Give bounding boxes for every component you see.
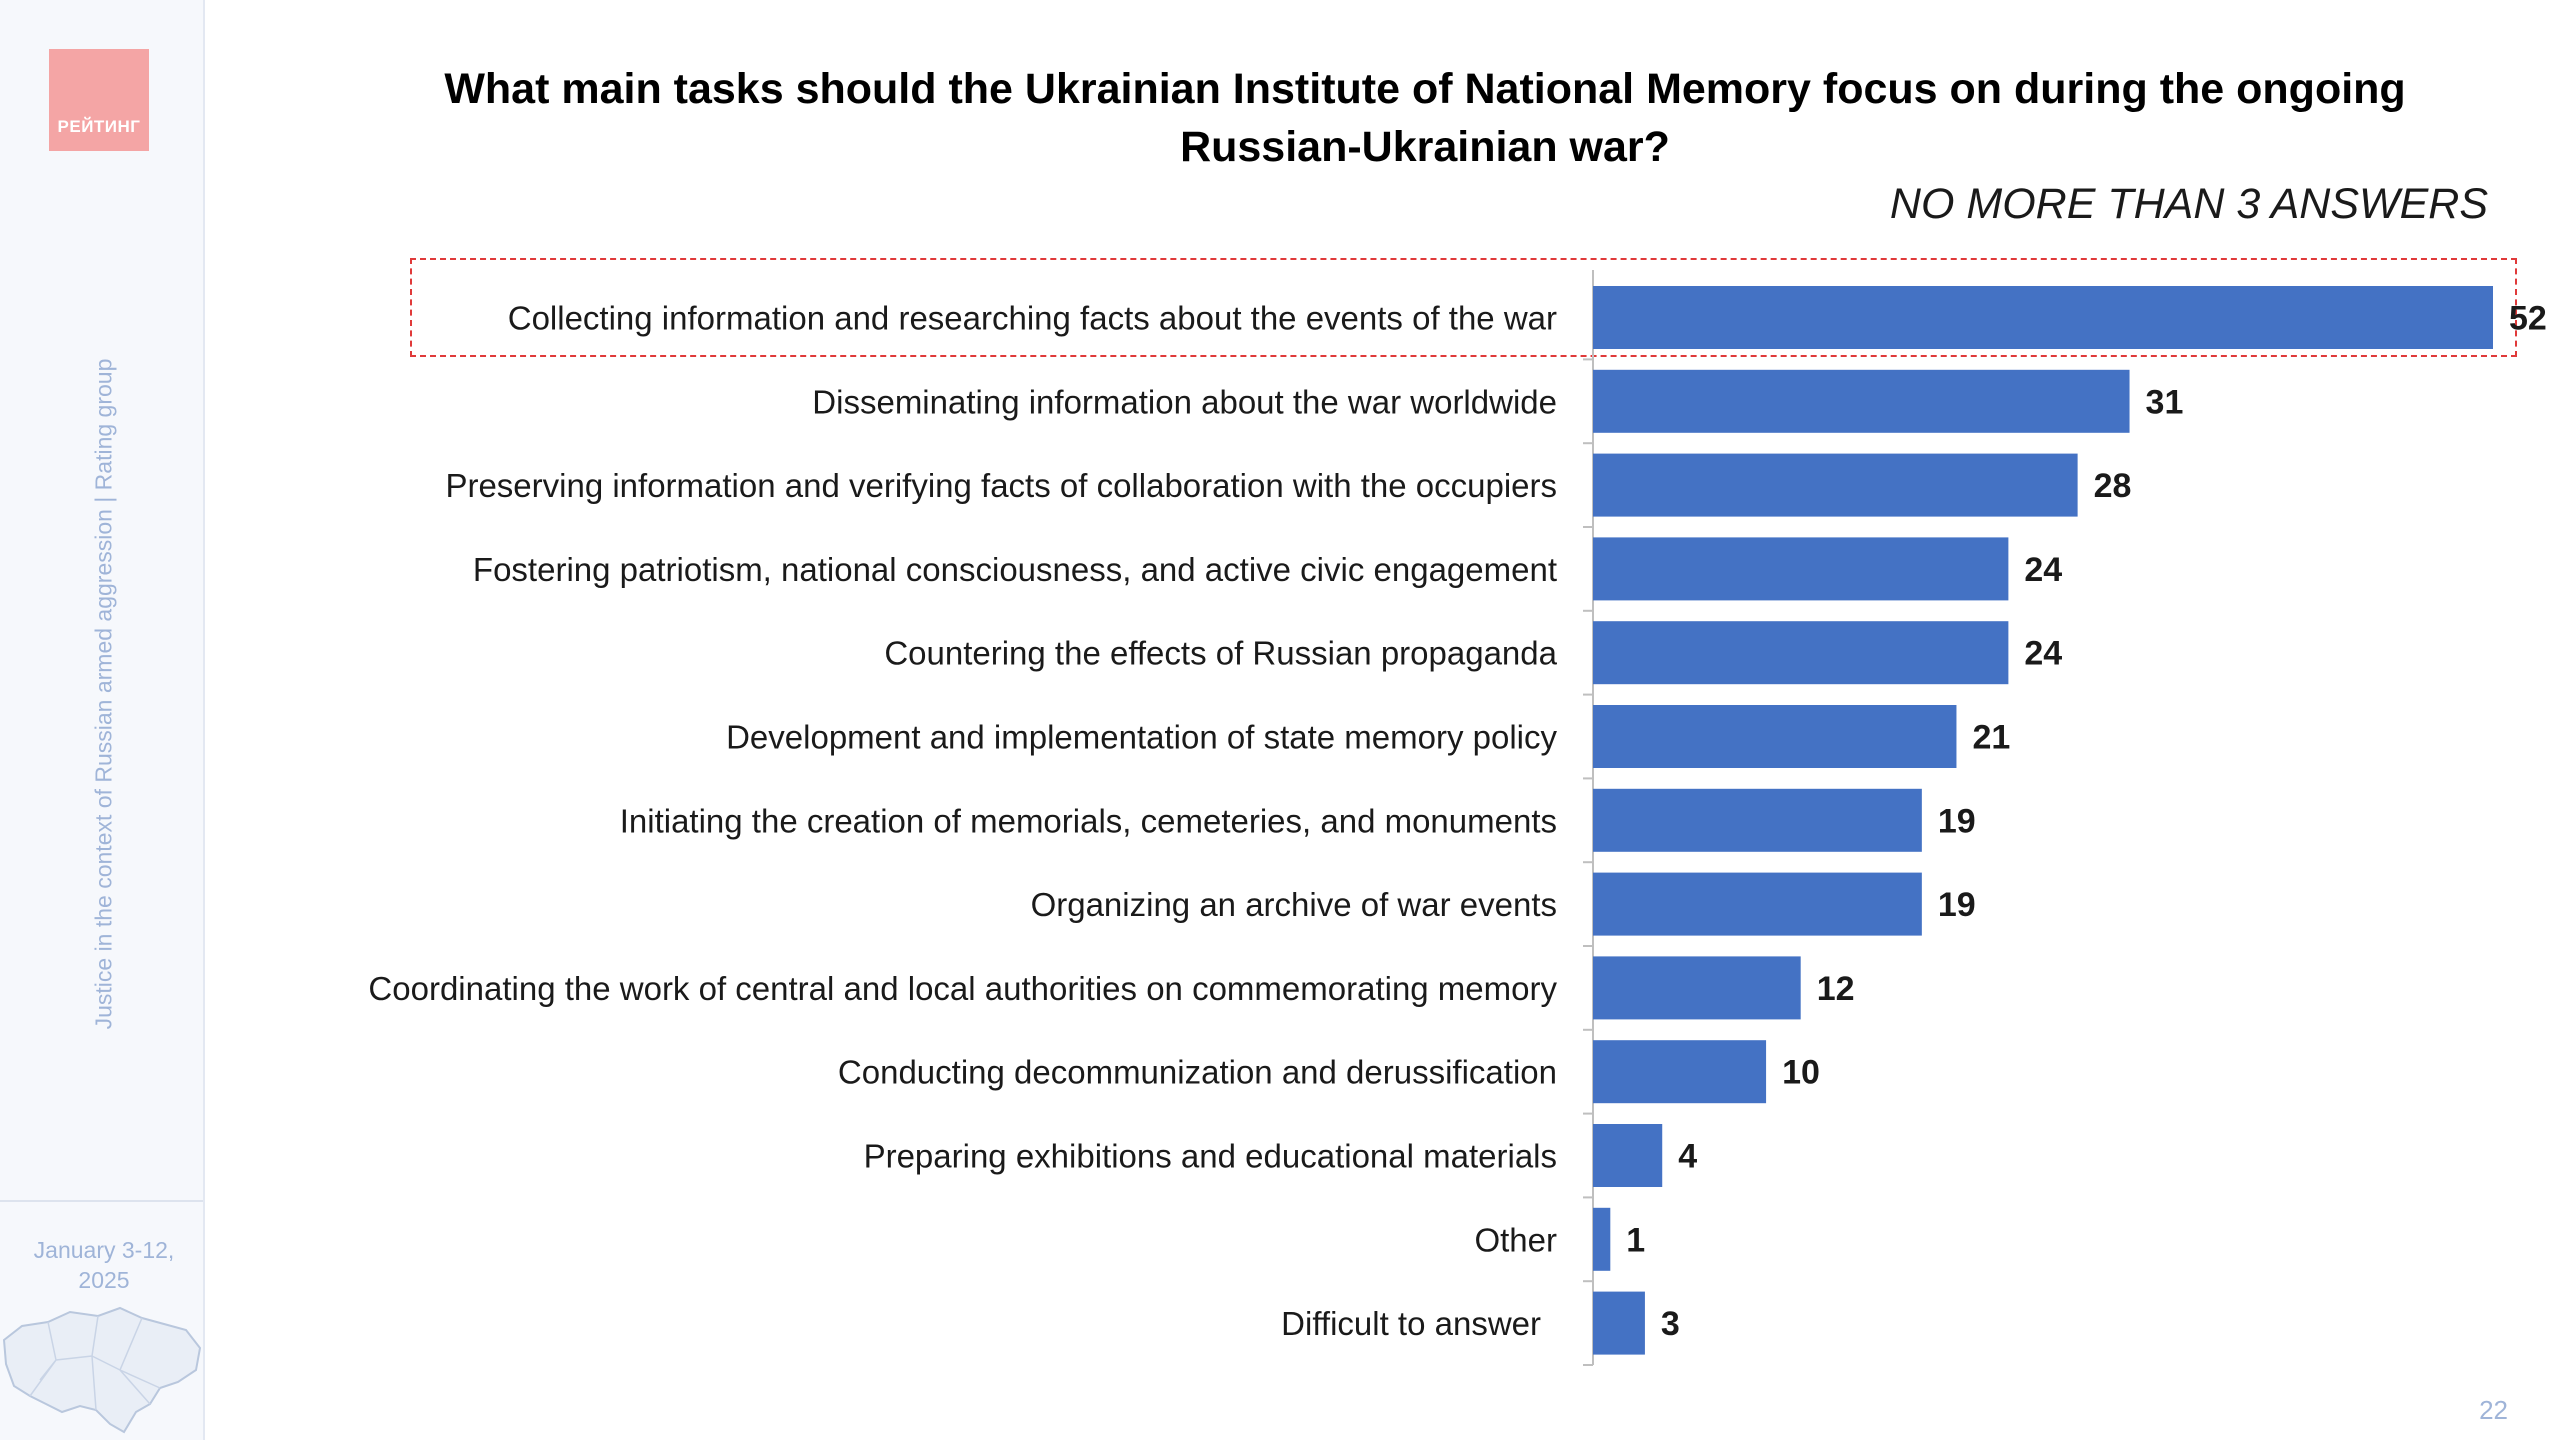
bar [1593,537,2009,601]
category-label: Countering the effects of Russian propag… [884,635,1557,672]
chart-subtitle: NO MORE THAN 3 ANSWERS [1889,180,2488,228]
category-label: Fostering patriotism, national conscious… [473,551,1557,588]
chart-title: What main tasks should the Ukrainian Ins… [444,65,2406,171]
value-label: 1 [1626,1221,1645,1259]
value-label: 12 [1817,970,1855,1008]
bar [1593,286,2493,349]
category-label: Preparing exhibitions and educational ma… [864,1138,1557,1175]
bar [1593,872,1922,936]
category-label: Other [1474,1221,1557,1258]
sidebar-divider [0,1200,203,1202]
value-label: 4 [1678,1138,1697,1176]
bar [1593,369,2130,433]
category-label: Difficult to answer [1281,1305,1541,1342]
value-label: 24 [2024,635,2062,673]
bar [1593,956,1801,1020]
value-label: 31 [2146,383,2184,421]
category-label: Preserving information and verifying fac… [445,467,1557,504]
value-label: 24 [2024,551,2062,589]
bar [1593,1040,1767,1104]
category-label: Disseminating information about the war … [812,383,1557,420]
value-label: 19 [1938,886,1976,924]
highlight-box [410,258,2517,357]
page-number: 22 [2479,1395,2508,1425]
rating-logo: РЕЙТИНГ [49,49,149,151]
bar [1593,453,2078,517]
bar [1593,788,1922,852]
bar [1593,705,1957,768]
value-label: 3 [1661,1305,1680,1343]
category-label: Development and implementation of state … [726,719,1557,756]
value-label: 28 [2094,467,2132,505]
value-label: 52 [2509,300,2547,338]
bar [1593,1291,1645,1355]
value-label: 19 [1938,802,1976,840]
category-label: Initiating the creation of memorials, ce… [620,802,1557,839]
bar [1593,1124,1663,1187]
value-label: 21 [1972,719,2010,757]
bar [1593,1207,1611,1271]
category-label: Organizing an archive of war events [1031,886,1557,923]
sidebar: РЕЙТИНГ Justice in the context of Russia… [0,0,205,1440]
ukraine-map-icon [2,1306,202,1434]
value-label: 10 [1782,1054,1820,1092]
category-label: Coordinating the work of central and loc… [368,970,1557,1007]
logo-text: РЕЙТИНГ [57,117,141,136]
survey-date: January 3-12, 2025 [33,1237,175,1293]
category-label: Conducting decommunization and derussifi… [838,1054,1557,1091]
bar [1593,621,2009,685]
category-label: Collecting information and researching f… [508,300,1557,337]
